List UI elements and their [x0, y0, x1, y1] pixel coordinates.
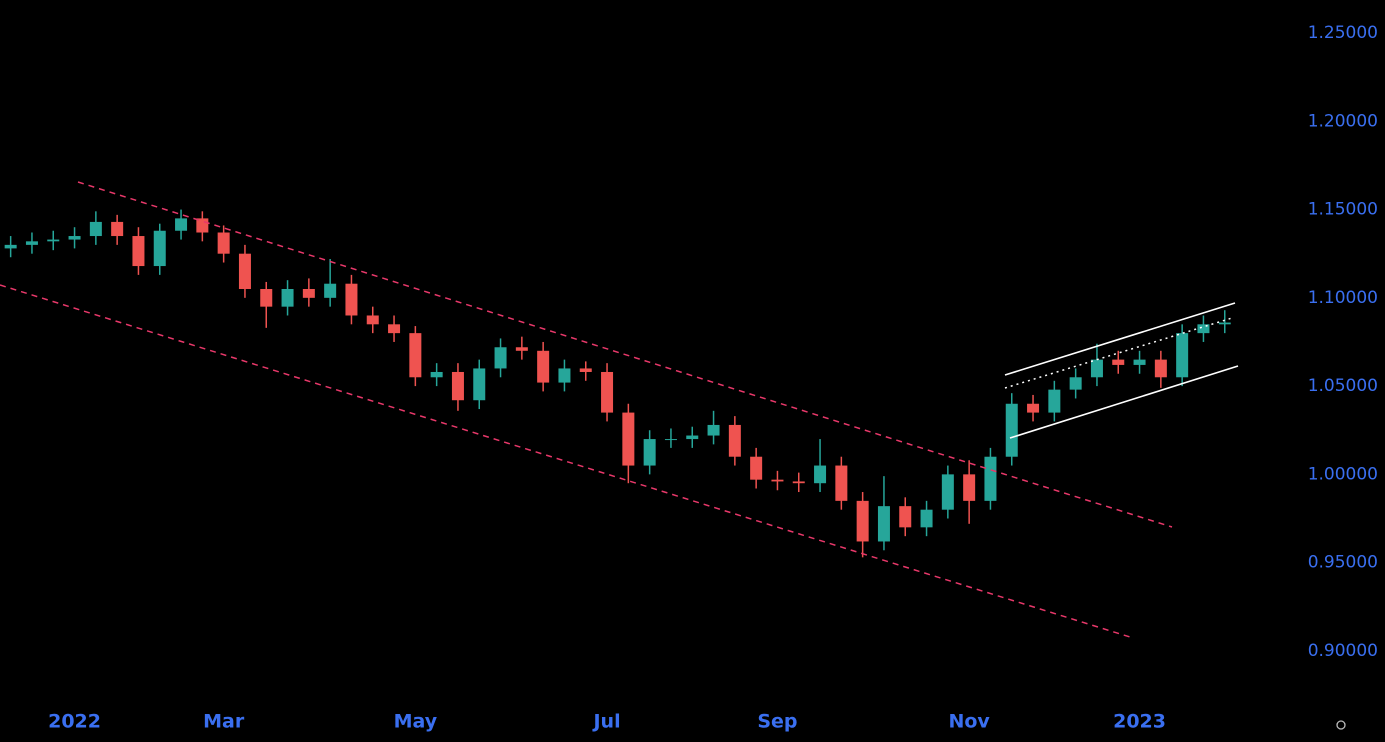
x-tick-label: May [394, 711, 438, 733]
settings-icon[interactable] [1336, 720, 1346, 730]
candle-body [963, 474, 976, 501]
candle-body [1069, 377, 1082, 390]
candle-body [920, 509, 933, 528]
candle-body [579, 368, 592, 372]
y-tick-label: 0.90000 [1308, 641, 1378, 661]
x-tick-label: 2022 [48, 711, 101, 733]
candle-body [856, 500, 869, 542]
candle-body [1176, 333, 1189, 378]
y-tick-label: 0.95000 [1308, 553, 1378, 573]
candle-body [451, 371, 464, 401]
candle-body [409, 333, 422, 378]
channel-line [1004, 302, 1236, 376]
candle-body [238, 253, 251, 290]
trend-line [77, 181, 1173, 528]
candle-body [750, 456, 763, 480]
candle-body [537, 350, 550, 383]
candle-body [792, 481, 805, 484]
candle-body [1197, 324, 1210, 334]
candle-body [217, 232, 230, 254]
candle-body [984, 456, 997, 501]
candle-body [175, 218, 188, 231]
candle-body [302, 289, 315, 298]
y-tick-label: 1.25000 [1308, 23, 1378, 43]
x-tick-label: Sep [757, 711, 797, 733]
candle-body [153, 230, 166, 267]
candle-body [1112, 359, 1125, 365]
candle-body [1133, 359, 1146, 365]
y-tick-label: 1.05000 [1308, 376, 1378, 396]
candle-body [47, 239, 60, 242]
candle-body [558, 368, 571, 383]
candle-body [473, 368, 486, 401]
candle-body [111, 221, 124, 237]
candle-body [494, 347, 507, 369]
candle-body [345, 283, 358, 316]
candle-body [132, 236, 145, 267]
candle-body [1027, 403, 1040, 413]
candle-body [1005, 403, 1018, 457]
candle-body [281, 289, 294, 307]
candle-body [430, 371, 443, 378]
candle-body [814, 465, 827, 484]
candle-body [664, 439, 677, 441]
channel-line [1009, 365, 1239, 439]
settings-icon-circle[interactable] [1336, 720, 1346, 730]
candle-body [4, 244, 17, 249]
y-tick-label: 1.10000 [1308, 288, 1378, 308]
drawings [0, 181, 1239, 638]
candle-body [941, 474, 954, 510]
candle-body [260, 289, 273, 307]
candle-body [643, 439, 656, 466]
candle-body [686, 435, 699, 440]
candle-body [771, 479, 784, 482]
y-tick-label: 1.00000 [1308, 464, 1378, 484]
x-tick-label: Jul [591, 711, 620, 733]
candle-body [89, 221, 102, 237]
x-tick-label: Mar [203, 711, 245, 733]
y-tick-label: 1.15000 [1308, 200, 1378, 220]
candle-body [68, 236, 81, 240]
candle-body [728, 424, 741, 457]
x-tick-label: Nov [948, 711, 990, 733]
candle-body [877, 506, 890, 542]
y-tick-label: 1.20000 [1308, 111, 1378, 131]
candle-body [1048, 389, 1061, 413]
candle-body [25, 241, 38, 245]
candle-body [1218, 322, 1231, 325]
candle-body [324, 283, 337, 298]
candle-body [1154, 359, 1167, 378]
candle-body [622, 412, 635, 466]
candle-body [835, 465, 848, 501]
x-tick-label: 2023 [1113, 711, 1166, 733]
candle-body [601, 371, 614, 413]
candle-body [366, 315, 379, 325]
candle-body [388, 324, 401, 334]
candle-body [707, 424, 720, 436]
candle-body [1090, 359, 1103, 378]
candle-body [899, 506, 912, 528]
candle-body [515, 347, 528, 351]
plot-area: 0.90000 0.95000 1.00000 1.05000 1.10000 1.150… [4, 23, 1378, 733]
